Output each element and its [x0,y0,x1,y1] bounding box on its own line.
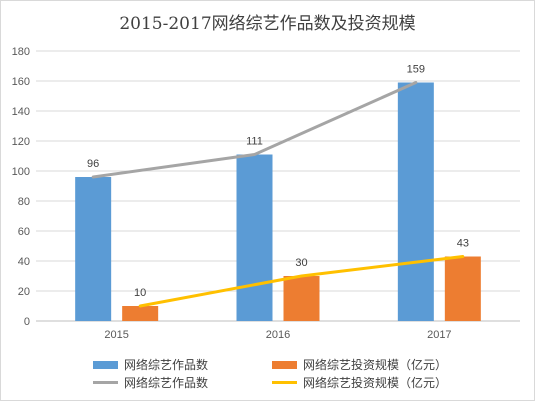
legend-label-bar-investment: 网络综艺投资规模（亿元） [303,358,448,372]
legend-swatch-bar-works [93,360,118,369]
legend-item-bar-works: 网络综艺作品数 [93,356,208,373]
bar-works [236,154,273,321]
y-tick-label: 180 [12,46,30,58]
data-label: 111 [246,136,263,148]
y-tick-label: 60 [18,226,30,238]
data-label: 159 [407,64,425,76]
legend-item-line-investment: 网络综艺投资规模（亿元） [272,374,447,391]
y-tick-label: 20 [18,286,30,298]
data-label: 43 [457,238,469,250]
legend-item-line-works: 网络综艺作品数 [93,374,208,391]
legend-label-bar-works: 网络综艺作品数 [124,358,209,372]
bar-investment [444,256,481,321]
line-investment [138,255,465,308]
x-tick-label: 2015 [104,329,128,341]
y-tick-label: 80 [18,196,30,208]
bar-investment [122,306,159,321]
y-tick-label: 40 [18,256,30,268]
legend-label-line-investment: 网络综艺投资规模（亿元） [303,376,448,390]
chart-title: 2015-2017网络综艺作品数及投资规模 [119,14,416,34]
data-label: 10 [134,287,146,299]
data-label: 30 [295,257,307,269]
bar-works [397,82,434,321]
legend-label-line-works: 网络综艺作品数 [124,376,209,390]
y-tick-label: 160 [12,76,30,88]
legend-swatch-line-investment [272,381,297,384]
x-tick-label: 2016 [266,329,290,341]
line-works [91,81,418,179]
data-label: 96 [87,158,99,170]
bar-investment [283,276,320,321]
y-tick-label: 100 [12,166,30,178]
legend-swatch-bar-investment [272,360,297,369]
legend-swatch-line-works [93,381,118,384]
y-tick-label: 140 [12,106,30,118]
legend-item-bar-investment: 网络综艺投资规模（亿元） [272,356,447,373]
bar-works [75,177,112,321]
y-tick-label: 0 [24,316,30,328]
x-tick-label: 2017 [427,329,451,341]
y-tick-label: 120 [12,136,30,148]
